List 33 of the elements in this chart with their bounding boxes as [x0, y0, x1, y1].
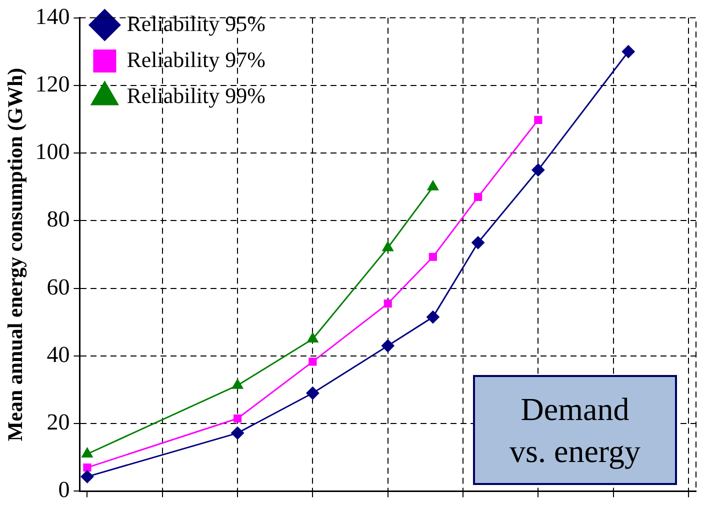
- point: [381, 339, 394, 352]
- y-tick-label: 0: [58, 477, 70, 502]
- point: [82, 448, 93, 458]
- point: [382, 241, 394, 252]
- legend-label: Reliability 95%: [126, 10, 266, 36]
- point: [384, 299, 392, 308]
- point: [532, 163, 545, 176]
- point: [306, 332, 318, 343]
- point: [427, 180, 439, 190]
- point: [474, 192, 482, 202]
- point: [232, 378, 244, 389]
- annotation: Demand vs. energy: [473, 375, 677, 485]
- point: [83, 463, 92, 472]
- legend-label: Reliability 99%: [126, 82, 266, 108]
- legend-label: Reliability 97%: [126, 46, 266, 72]
- point: [622, 45, 635, 58]
- y-tick-label: 140: [35, 4, 70, 29]
- point: [306, 386, 320, 400]
- y-tick-label: 100: [35, 139, 70, 164]
- point: [308, 358, 317, 366]
- point: [426, 310, 440, 324]
- y-tick-label: 60: [46, 274, 70, 300]
- point: [534, 116, 542, 124]
- point: [80, 470, 94, 484]
- point: [231, 426, 244, 440]
- y-tick-label: 40: [46, 342, 70, 367]
- point: [234, 414, 242, 423]
- y-tick-label: 80: [46, 206, 70, 232]
- y-axis-title: Mean annual energy consumption (GWh): [3, 68, 28, 442]
- point: [428, 252, 437, 261]
- y-tick-label: 20: [46, 410, 70, 435]
- point: [472, 236, 485, 250]
- y-tick-label: 120: [35, 71, 70, 96]
